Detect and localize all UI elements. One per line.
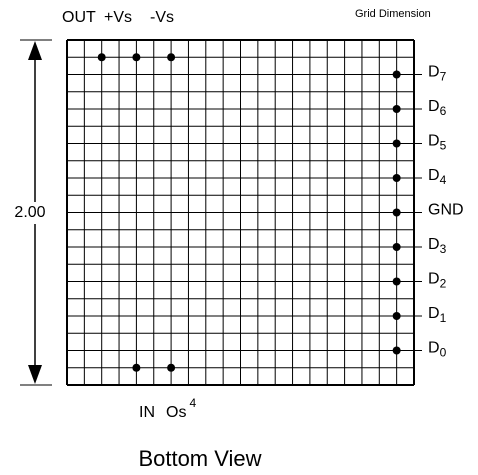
dim-arrow [28,365,42,384]
pin-label: Os4 [166,396,196,421]
label-sub: 2 [440,277,447,291]
pin [167,363,176,372]
pin-label: D0 [428,340,447,360]
dimension: 2.00 [14,204,45,221]
label-sub: 3 [440,242,447,256]
top-label: +Vs [104,9,132,26]
label-base: IN [139,404,155,421]
label-sub: 5 [440,139,447,153]
pin-label: D4 [428,167,447,187]
label-base: GND [428,202,464,219]
pin-label: D7 [428,64,447,84]
dim-arrow [28,41,42,60]
pin-label: IN [139,404,155,421]
label-sup: 4 [189,396,196,410]
label-base: D [428,167,440,184]
pin [132,53,141,62]
pin [97,53,106,62]
label-base: D [428,64,440,81]
label-base: D [428,98,440,115]
label-base: D [428,305,440,322]
top-label: OUT [62,9,96,26]
pin [132,363,141,372]
pin-label: D1 [428,305,447,325]
pin [167,53,176,62]
label-sub: 7 [440,70,447,84]
label-sub: 4 [440,173,447,187]
label-base: D [428,340,440,357]
label-base: D [428,271,440,288]
grid-note: Grid Dimension [355,8,431,20]
pin-label: D6 [428,98,447,118]
dim-bg [4,202,56,224]
caption: Bottom View [138,446,261,471]
pin-label: D3 [428,236,447,256]
label-base: Os [166,404,186,421]
grid [66,39,422,386]
top-label: -Vs [150,9,174,26]
label-sub: 1 [440,311,447,325]
label-base: D [428,236,440,253]
label-base: D [428,133,440,150]
label-sub: 0 [440,346,447,360]
pin-label: D2 [428,271,447,291]
pin-label: D5 [428,133,447,153]
pin-label: GND [428,202,464,219]
label-sub: 6 [440,104,447,118]
